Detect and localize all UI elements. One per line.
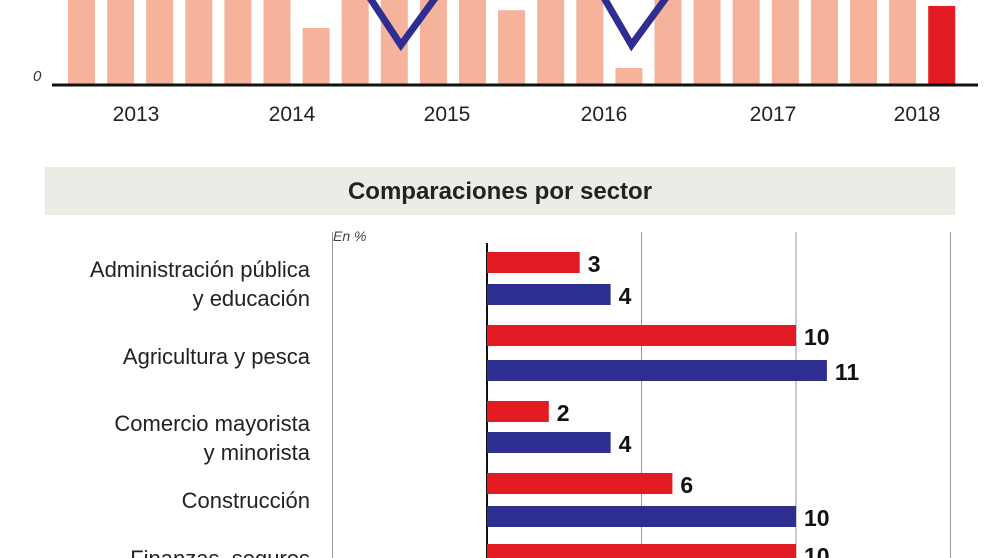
blue-bar [487, 506, 796, 527]
chart-title: Comparaciones por sector [348, 178, 652, 205]
category-label: y educación [193, 286, 310, 311]
unit-label: En % [333, 228, 366, 244]
red-bar [487, 252, 580, 273]
data-label: 10 [804, 543, 830, 558]
red-bar [487, 473, 673, 494]
blue-bar [487, 432, 611, 453]
bar [341, 0, 369, 85]
bar [302, 28, 330, 85]
category-label: y minorista [204, 440, 311, 465]
red-bar [487, 544, 796, 558]
bar [146, 0, 174, 85]
x-tick-label: 2018 [894, 103, 941, 126]
bar [107, 0, 135, 85]
bar [263, 0, 291, 85]
bar [771, 0, 799, 85]
bar [615, 68, 643, 85]
x-tick-label: 2015 [424, 103, 471, 126]
bar [576, 0, 604, 85]
data-label: 2 [557, 400, 570, 426]
red-bar [487, 325, 796, 346]
blue-bar [487, 284, 611, 305]
sector-bar-chart: Administración pública y educación Agricul… [90, 232, 951, 558]
category-label: Comercio mayorista [114, 411, 310, 436]
blue-bar [487, 360, 827, 381]
data-label: 4 [619, 283, 632, 309]
category-label: Agricultura y pesca [123, 344, 311, 369]
bar [693, 0, 721, 85]
bar [732, 0, 760, 85]
bar [459, 0, 486, 85]
data-label: 10 [804, 505, 830, 531]
bar [810, 0, 838, 85]
data-label: 6 [680, 472, 693, 498]
y-tick-label: 0 [33, 68, 42, 85]
x-tick-label: 2016 [581, 103, 628, 126]
top-bar-chart: 0 2013 2014 2015 2016 2017 2018 [33, 0, 978, 126]
highlight-bar [928, 5, 956, 86]
data-label: 10 [804, 324, 830, 350]
bar [498, 10, 526, 86]
bar [889, 0, 917, 85]
data-label: 11 [835, 359, 860, 385]
bar [224, 0, 252, 85]
category-label: Construcción [182, 488, 310, 513]
data-label: 3 [588, 251, 601, 277]
bar [68, 0, 95, 85]
title-band [45, 167, 955, 215]
bar [654, 0, 682, 85]
red-bar [487, 401, 549, 422]
data-label: 4 [619, 431, 632, 457]
x-tick-label: 2017 [750, 103, 797, 126]
category-label: Administración pública [90, 257, 311, 282]
trend-line [367, 0, 439, 52]
bar [185, 0, 213, 85]
bar [537, 0, 565, 85]
x-tick-label: 2014 [269, 103, 316, 126]
trend-line [601, 0, 669, 52]
category-label: Finanzas, seguros [130, 546, 310, 558]
x-tick-label: 2013 [113, 103, 160, 126]
bar [850, 0, 877, 85]
